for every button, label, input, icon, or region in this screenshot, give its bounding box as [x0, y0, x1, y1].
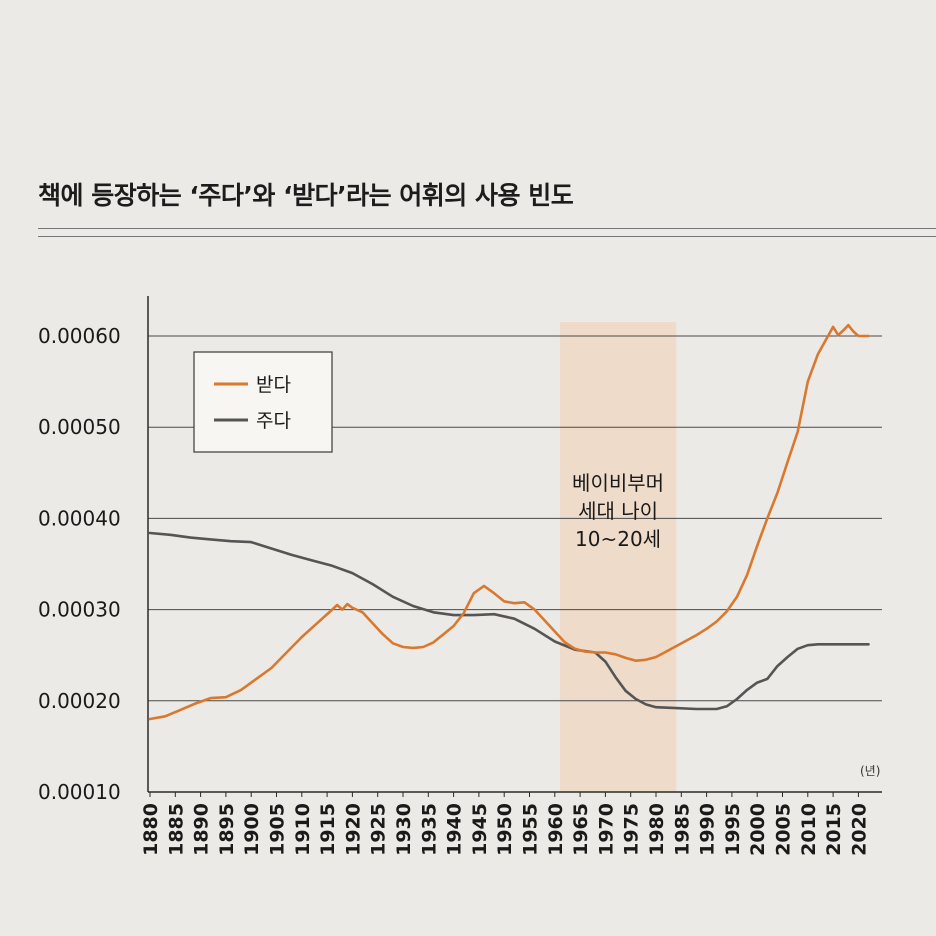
- annotation-text-line: 10~20세: [575, 527, 661, 551]
- x-tick-label: 1880: [140, 803, 162, 856]
- x-tick-label: 1900: [241, 803, 263, 856]
- x-tick-label: 1930: [393, 803, 415, 856]
- x-tick-label: 1940: [444, 803, 466, 856]
- x-tick-label: 1975: [621, 803, 643, 856]
- x-tick-label: 1905: [267, 803, 289, 856]
- x-tick-label: 1990: [697, 803, 719, 856]
- y-tick-label: 0.00010: [38, 780, 121, 804]
- y-tick-label: 0.00050: [38, 415, 121, 439]
- x-tick-label: 1945: [469, 803, 491, 856]
- chart-title: 책에 등장하는 ‘주다’와 ‘받다’라는 어휘의 사용 빈도: [38, 181, 574, 210]
- x-tick-label: 1895: [216, 803, 238, 856]
- series-line-1: [148, 531, 870, 711]
- y-tick-label: 0.00060: [38, 324, 121, 348]
- annotation-band-layer: [559, 322, 677, 792]
- axis-layer: [147, 296, 882, 797]
- x-tick-label: 1970: [595, 803, 617, 856]
- x-tick-label: 1980: [646, 803, 668, 856]
- label-layer: 0.00010 0.00020 0.00030 0.00040 0.00050 0.000…: [38, 324, 880, 856]
- x-tick-label: 2015: [823, 803, 845, 856]
- x-tick-label: 2000: [747, 803, 769, 856]
- annotation-text-line: 베이비부머: [572, 471, 664, 495]
- title-double-rule: [38, 228, 936, 237]
- legend-label: 받다: [256, 374, 291, 396]
- y-tick-label: 0.00040: [38, 506, 121, 530]
- x-tick-label: 1885: [165, 803, 187, 856]
- grid-layer: [148, 335, 882, 702]
- x-tick-label: 1890: [191, 803, 213, 856]
- baby-boomer-band: [559, 322, 677, 792]
- legend-label: 주다: [256, 410, 291, 432]
- x-tick-label: 1965: [570, 803, 592, 856]
- x-tick-label: 1915: [317, 803, 339, 856]
- y-tick-label: 0.00030: [38, 598, 121, 622]
- series-line-0: [148, 323, 870, 721]
- x-tick-label: 1950: [494, 803, 516, 856]
- y-tick-label: 0.00020: [38, 689, 121, 713]
- x-unit-label: (년): [860, 764, 880, 778]
- x-tick-label: 1920: [342, 803, 364, 856]
- x-tick-label: 2010: [798, 803, 820, 856]
- legend-box: [193, 351, 333, 453]
- x-tick-label: 2020: [848, 803, 870, 856]
- x-tick-label: 1955: [520, 803, 542, 856]
- x-tick-label: 1925: [368, 803, 390, 856]
- annotation-text-line: 세대 나이: [578, 499, 658, 523]
- x-tick-label: 1995: [722, 803, 744, 856]
- x-tick-label: 1960: [545, 803, 567, 856]
- x-tick-label: 1935: [418, 803, 440, 856]
- x-tick-label: 1985: [671, 803, 693, 856]
- x-tick-label: 1910: [292, 803, 314, 856]
- x-tick-label: 2005: [773, 803, 795, 856]
- series-layer: [148, 323, 870, 721]
